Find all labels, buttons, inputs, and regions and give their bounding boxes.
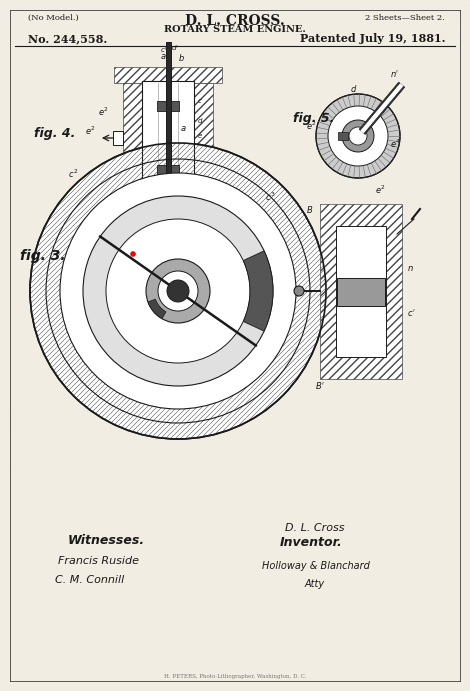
Text: Inventor.: Inventor. xyxy=(280,536,343,549)
Text: Atty: Atty xyxy=(305,579,325,589)
Text: $a$: $a$ xyxy=(160,52,166,61)
Bar xyxy=(157,165,179,175)
Text: Holloway & Blanchard: Holloway & Blanchard xyxy=(262,561,370,571)
Text: D. L. Cross: D. L. Cross xyxy=(285,523,345,533)
Text: $d'$: $d'$ xyxy=(171,44,179,53)
Text: fig. 3.: fig. 3. xyxy=(20,249,66,263)
Text: $e^2$: $e^2$ xyxy=(98,106,109,118)
Text: $c^4$: $c^4$ xyxy=(243,339,253,351)
Text: $e^2$: $e^2$ xyxy=(306,120,317,132)
Circle shape xyxy=(60,173,296,409)
Bar xyxy=(165,42,171,214)
Text: $c'$: $c'$ xyxy=(160,45,167,55)
Text: $e^3$: $e^3$ xyxy=(163,207,173,219)
Text: H. PETERS, Photo-Lithographer, Washington, D. C.: H. PETERS, Photo-Lithographer, Washingto… xyxy=(164,674,306,679)
Text: $b$: $b$ xyxy=(178,52,185,63)
Bar xyxy=(114,67,222,83)
Bar xyxy=(320,204,402,379)
Bar xyxy=(113,131,123,145)
Circle shape xyxy=(158,271,198,311)
Text: No. 244,558.: No. 244,558. xyxy=(28,33,107,44)
Circle shape xyxy=(316,94,400,178)
Circle shape xyxy=(30,143,326,439)
Text: $n$: $n$ xyxy=(407,264,414,273)
Bar xyxy=(157,101,179,111)
Bar xyxy=(142,81,194,195)
Text: C. M. Connill: C. M. Connill xyxy=(55,575,124,585)
Text: $d$: $d$ xyxy=(197,116,204,125)
Bar xyxy=(114,193,222,209)
Text: $c'$: $c'$ xyxy=(407,307,415,318)
Bar xyxy=(336,226,386,357)
Circle shape xyxy=(106,219,250,363)
Bar xyxy=(337,278,385,306)
Text: $e^2$: $e^2$ xyxy=(85,124,96,137)
Text: ROTARY STEAM ENGINE.: ROTARY STEAM ENGINE. xyxy=(164,25,306,34)
Text: $e^4$: $e^4$ xyxy=(390,138,401,150)
Wedge shape xyxy=(243,251,273,331)
Circle shape xyxy=(294,286,304,296)
Text: Witnesses.: Witnesses. xyxy=(68,534,145,547)
Text: Francis Ruside: Francis Ruside xyxy=(58,556,139,566)
Text: $c^3$: $c^3$ xyxy=(265,191,275,203)
Text: $n'$: $n'$ xyxy=(390,68,399,79)
Circle shape xyxy=(167,280,189,302)
Circle shape xyxy=(131,252,135,256)
Text: $a$: $a$ xyxy=(180,124,186,133)
Text: $c^5$: $c^5$ xyxy=(260,301,270,313)
Text: (No Model.): (No Model.) xyxy=(28,14,79,22)
Circle shape xyxy=(349,127,367,145)
Text: $c$: $c$ xyxy=(197,97,203,105)
Text: fig. 5.: fig. 5. xyxy=(293,111,334,124)
Wedge shape xyxy=(148,299,166,319)
Text: $c^2$: $c^2$ xyxy=(68,168,78,180)
Circle shape xyxy=(328,106,388,166)
Bar xyxy=(338,132,348,140)
Text: Patented July 19, 1881.: Patented July 19, 1881. xyxy=(299,33,445,44)
Text: $d$: $d$ xyxy=(350,83,357,94)
Text: $B^3$: $B^3$ xyxy=(166,327,178,339)
Text: 2 Sheets—Sheet 2.: 2 Sheets—Sheet 2. xyxy=(365,14,445,22)
Text: $e^2$: $e^2$ xyxy=(375,184,386,196)
Text: $B'$: $B'$ xyxy=(315,380,325,391)
Text: $B$: $B$ xyxy=(306,204,313,215)
Text: $e$: $e$ xyxy=(197,132,203,140)
Circle shape xyxy=(342,120,374,152)
Text: D. L. CROSS.: D. L. CROSS. xyxy=(185,14,285,28)
Text: fig. 4.: fig. 4. xyxy=(34,126,75,140)
Circle shape xyxy=(83,196,273,386)
Bar xyxy=(123,83,213,193)
Circle shape xyxy=(146,259,210,323)
